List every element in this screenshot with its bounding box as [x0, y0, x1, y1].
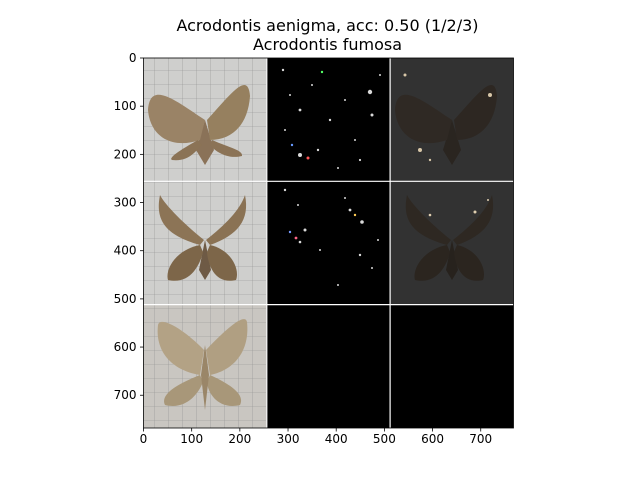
tile-row1-saliency	[266, 58, 391, 182]
x-tick-label: 600	[421, 432, 444, 446]
x-tick-label: 500	[373, 432, 396, 446]
moth-wing-right-icon	[207, 84, 250, 140]
y-tick-label: 100	[114, 99, 137, 113]
plot-frame	[143, 57, 514, 429]
x-tick-label: 100	[180, 432, 203, 446]
x-axis: 0 100 200 300 400 500 600 700	[140, 428, 492, 446]
plot-area	[143, 58, 514, 428]
y-axis: 0 100 200 300 400 500 600 700	[114, 51, 144, 402]
chart-title: Acrodontis aenigma, acc: 0.50 (1/2/3)	[176, 16, 479, 35]
x-tick-label: 0	[140, 432, 148, 446]
tile-row2-original	[143, 181, 267, 305]
y-tick-label: 700	[114, 388, 137, 402]
y-tick-label: 400	[114, 244, 137, 258]
tile-row3-blank-1	[266, 304, 391, 428]
tile-row3-original	[143, 304, 267, 428]
y-tick-label: 300	[114, 196, 137, 210]
tile-separators	[143, 58, 514, 428]
y-tick-label: 500	[114, 292, 137, 306]
y-tick-label: 600	[114, 340, 137, 354]
tile-row3-blank-2	[390, 304, 514, 428]
moth-body-icon	[196, 120, 214, 165]
x-tick-label: 200	[228, 432, 251, 446]
x-tick-label: 400	[325, 432, 348, 446]
chart-subtitle: Acrodontis fumosa	[253, 35, 402, 54]
y-tick-label: 200	[114, 147, 137, 161]
y-tick-label: 0	[129, 51, 137, 65]
tile-row2-saliency	[266, 181, 391, 305]
tile-row1-original	[143, 58, 267, 182]
tile-row2-masked	[390, 181, 514, 305]
moth-wing-left-icon	[148, 94, 205, 144]
x-tick-label: 300	[277, 432, 300, 446]
x-tick-label: 700	[469, 432, 492, 446]
tile-row1-masked	[390, 58, 514, 182]
